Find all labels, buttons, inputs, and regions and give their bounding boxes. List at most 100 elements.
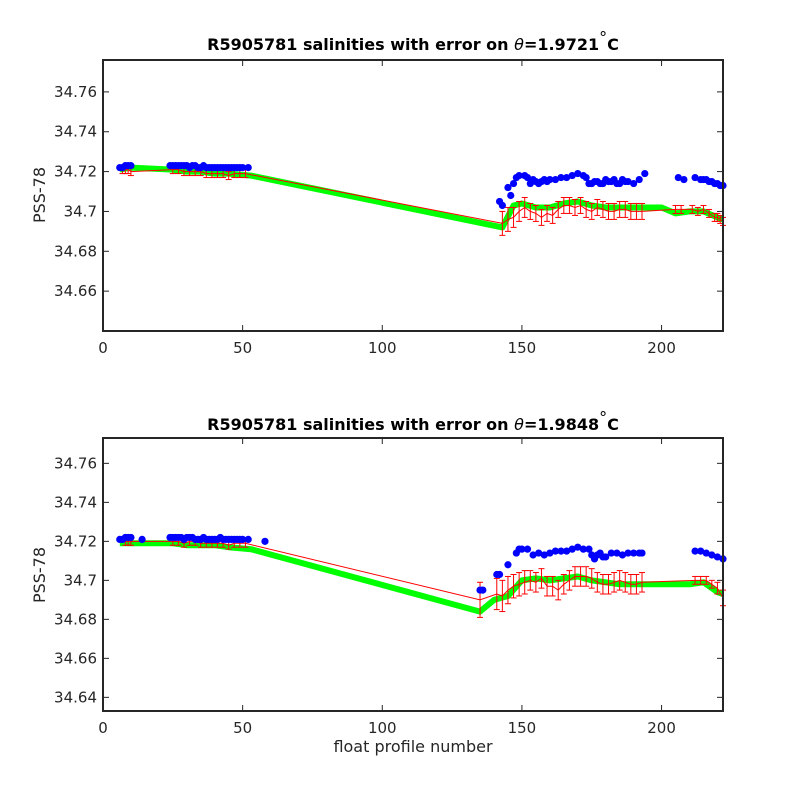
plot-bottom-ytick-label: 34.68 xyxy=(54,610,97,628)
plot-bottom-raw-point xyxy=(138,535,146,544)
plot-bottom-raw-point xyxy=(708,551,716,559)
plot-bottom-raw-point xyxy=(551,547,560,555)
plot-bottom-calibrated-line xyxy=(125,540,724,601)
plot-bottom-raw-point xyxy=(529,551,537,559)
plot-bottom-raw-point xyxy=(702,549,710,557)
plot-bottom-ytick-label: 34.64 xyxy=(54,688,97,706)
plot-bottom-xlabel: float profile number xyxy=(333,737,493,756)
plot-top-raw-point xyxy=(574,169,582,178)
plot-top-title-degree: ° xyxy=(599,28,607,47)
plot-bottom-raw-point xyxy=(691,547,699,555)
plot-bottom-axes: 0 50 100 150 200 34.64 34.66 34.68 34.7 34.72 34.7… xyxy=(54,437,724,737)
plot-top-raw-point xyxy=(691,173,699,182)
plot-bottom-ytick-label: 34.7 xyxy=(64,571,97,589)
plot-bottom-xtick-label: 100 xyxy=(368,719,397,737)
plot-bottom-raw-point xyxy=(563,547,571,555)
plot-top-title-suffix: =1.9721 xyxy=(524,35,599,54)
plot-bottom-raw-point xyxy=(618,551,627,559)
plot-top-raw-point xyxy=(563,173,571,182)
plot-bottom-xtick-label: 50 xyxy=(233,719,252,737)
plot-top: R5905781 salinities with error on θ=1.97… xyxy=(30,28,727,357)
plot-bottom-title-unit: C xyxy=(607,415,619,434)
plot-top-raw-point xyxy=(504,183,512,192)
plot-top-axes: 0 50 100 150 200 34.66 34.68 34.7 34.72 34.74 34.7… xyxy=(54,59,724,357)
plot-bottom-raw-point xyxy=(585,545,593,553)
plot-bottom-data xyxy=(116,533,727,618)
plot-top-data xyxy=(116,162,727,236)
plot-bottom-raw-point xyxy=(535,549,543,557)
plot-bottom-raw-point xyxy=(540,551,548,559)
plot-top-ytick-label: 34.68 xyxy=(54,242,97,260)
plot-top-raw-point xyxy=(551,175,560,184)
plot-top-raw-point xyxy=(674,173,682,182)
plot-bottom-raw-point xyxy=(495,570,504,579)
plot-bottom-raw-point xyxy=(574,543,582,551)
plot-bottom-raw-point xyxy=(630,549,638,557)
plot-top-raw-point xyxy=(127,162,135,170)
plot-top-axes-box xyxy=(102,59,724,332)
plot-top-raw-point xyxy=(239,164,247,172)
plot-bottom-raw-point xyxy=(261,537,269,545)
plot-bottom-title-degree: ° xyxy=(599,408,607,427)
plot-bottom-raw-point xyxy=(127,533,135,542)
plot-top-calibrated-line xyxy=(122,169,724,224)
plot-top-xtick-label: 200 xyxy=(647,339,676,357)
plot-bottom-title-symbol: θ xyxy=(514,415,524,434)
plot-top-title: R5905781 salinities with error on θ=1.97… xyxy=(207,28,619,54)
plot-bottom-raw-point xyxy=(579,545,587,553)
plot-bottom-raw-point xyxy=(607,549,615,557)
plot-bottom-raw-point xyxy=(602,553,610,561)
plot-bottom-axes-box xyxy=(102,437,724,712)
plot-bottom-raw-point xyxy=(523,545,532,553)
plot-bottom-title-prefix: R5905781 salinities with error on xyxy=(207,415,514,434)
plot-bottom-ylabel: PSS-78 xyxy=(30,547,49,603)
plot-top-raw-point xyxy=(509,179,518,188)
plot-top-raw-point xyxy=(568,171,576,180)
plot-top-ytick-label: 34.7 xyxy=(64,202,97,220)
plot-top-ytick-label: 34.74 xyxy=(54,123,97,141)
plot-bottom-raw-point xyxy=(518,545,526,553)
plot-bottom-xtick-label: 200 xyxy=(647,719,676,737)
plot-top-xtick-label: 0 xyxy=(98,339,108,357)
plot-top-raw-point xyxy=(515,171,523,180)
plot-top-raw-point xyxy=(244,164,252,172)
plot-bottom-raw-point xyxy=(568,545,576,553)
plot-top-title-prefix: R5905781 salinities with error on xyxy=(207,35,514,54)
plot-bottom-raw-point xyxy=(504,561,512,569)
plot-bottom-raw-point xyxy=(239,535,247,544)
plot-bottom-ytick-label: 34.66 xyxy=(54,649,97,667)
plot-top-raw-point xyxy=(680,175,688,184)
plot-bottom-raw-point xyxy=(244,535,252,544)
plot-bottom-title: R5905781 salinities with error on θ=1.98… xyxy=(207,408,619,434)
plot-bottom-xtick-label: 150 xyxy=(508,719,537,737)
plot-bottom: R5905781 salinities with error on θ=1.98… xyxy=(30,408,727,756)
plot-top-raw-point xyxy=(523,173,532,182)
plot-bottom-ytick-label: 34.74 xyxy=(54,493,97,511)
plot-top-raw-point xyxy=(498,201,506,210)
plot-bottom-raw-point xyxy=(624,549,632,557)
plot-top-xtick-label: 50 xyxy=(233,339,252,357)
plot-top-raw-point xyxy=(635,175,643,184)
plot-bottom-raw-point xyxy=(638,549,646,557)
plot-bottom-raw-point xyxy=(546,549,554,557)
plot-bottom-ytick-label: 34.72 xyxy=(54,532,97,550)
plot-bottom-raw-point xyxy=(613,549,621,557)
plot-top-title-unit: C xyxy=(607,35,619,54)
plot-top-raw-point xyxy=(582,173,590,182)
plot-top-raw-point xyxy=(546,175,554,184)
plot-bottom-mapped-line xyxy=(119,540,724,615)
plot-top-ytick-label: 34.72 xyxy=(54,163,97,181)
plot-top-ytick-label: 34.66 xyxy=(54,282,97,300)
plot-top-ytick-label: 34.76 xyxy=(54,83,97,101)
plot-top-xtick-label: 100 xyxy=(368,339,397,357)
plot-top-raw-point xyxy=(507,191,515,200)
plot-top-xtick-label: 150 xyxy=(508,339,537,357)
plot-bottom-raw-point xyxy=(713,553,722,561)
plot-bottom-ytick-label: 34.76 xyxy=(54,454,97,472)
plot-bottom-raw-point xyxy=(697,547,705,555)
plot-top-raw-point xyxy=(557,173,565,182)
plot-top-raw-point xyxy=(630,179,638,188)
plot-top-title-symbol: θ xyxy=(514,35,524,54)
